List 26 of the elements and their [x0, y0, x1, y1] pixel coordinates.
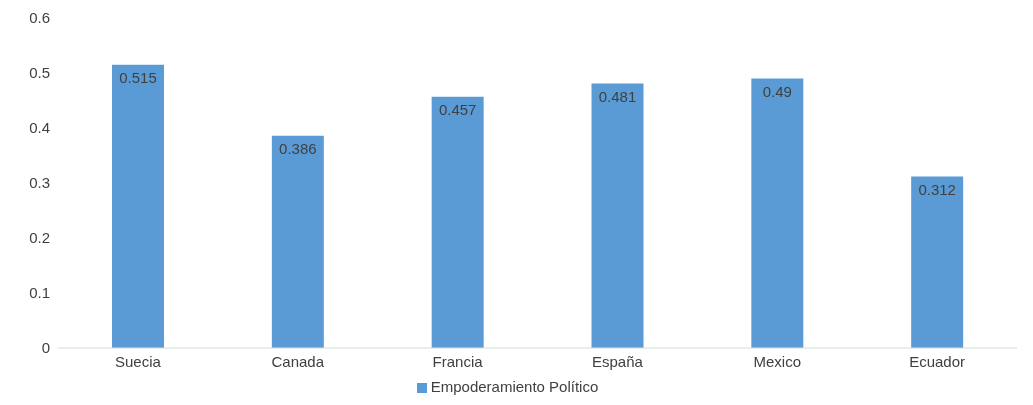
- x-tick-label: Ecuador: [909, 352, 966, 370]
- data-label: 0.515: [119, 69, 157, 87]
- data-label: 0.49: [762, 83, 792, 101]
- y-tick-label: 0.2: [29, 229, 50, 247]
- data-label: 0.386: [279, 140, 317, 158]
- data-label: 0.481: [598, 88, 637, 106]
- y-tick-label: 0.6: [29, 9, 50, 27]
- x-tick-label: España: [591, 352, 644, 370]
- bar: [751, 78, 804, 348]
- bar: [271, 135, 324, 348]
- y-tick-label: 0.4: [29, 119, 50, 137]
- x-tick-label: Mexico: [753, 352, 802, 370]
- bar: [431, 96, 484, 348]
- bar: [911, 176, 964, 348]
- bar: [591, 83, 644, 348]
- x-tick-label: Suecia: [114, 352, 162, 370]
- bar: [112, 64, 164, 348]
- data-label: 0.457: [438, 101, 477, 119]
- legend-label: Empoderamiento Político: [430, 378, 599, 395]
- x-tick-label: Canada: [271, 352, 325, 370]
- x-tick-label: Francia: [432, 352, 484, 370]
- y-tick-label: 0.3: [29, 174, 50, 192]
- data-label: 0.312: [918, 181, 956, 199]
- y-tick-label: 0.5: [29, 64, 50, 82]
- y-tick-label: 0: [41, 339, 50, 357]
- y-tick-label: 0.1: [29, 284, 50, 302]
